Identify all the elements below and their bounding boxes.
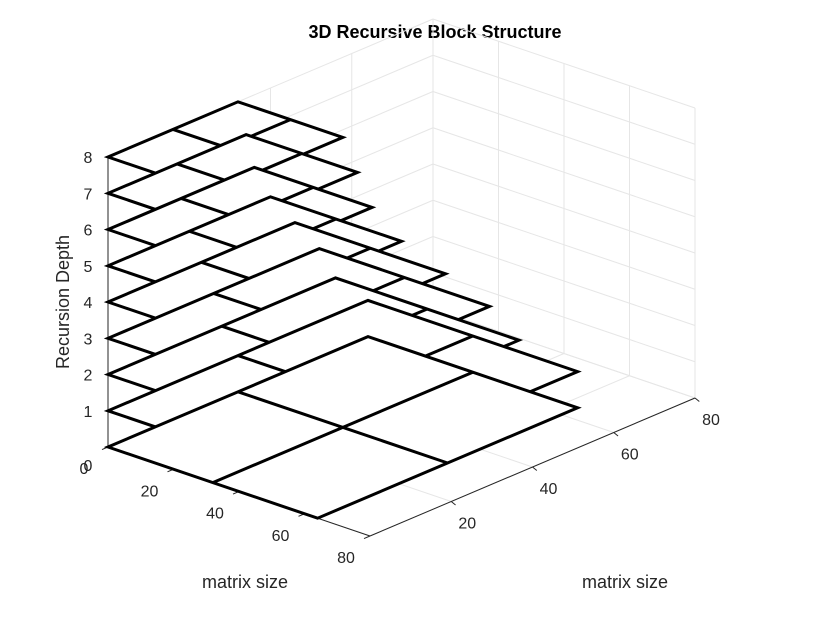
y-tick-mark bbox=[694, 397, 700, 402]
y-axis-label: matrix size bbox=[582, 572, 668, 592]
z-axis-label: Recursion Depth bbox=[53, 235, 73, 369]
z-tick-label: 0 bbox=[84, 458, 93, 475]
grid-line-right-z bbox=[432, 54, 696, 145]
z-tick-label: 3 bbox=[84, 331, 93, 348]
block-divider-y bbox=[237, 390, 449, 465]
x-tick-label: 40 bbox=[206, 506, 224, 523]
y-tick-label: 80 bbox=[702, 412, 720, 429]
x-tick-label: 80 bbox=[337, 550, 355, 567]
grid-line-right-z bbox=[432, 236, 696, 326]
y-tick-label: 20 bbox=[458, 516, 476, 533]
x-tick-mark bbox=[363, 535, 371, 540]
y-tick-mark bbox=[532, 466, 538, 471]
z-tick-label: 2 bbox=[84, 368, 93, 385]
grid-line-right-z bbox=[432, 272, 696, 363]
grid-line-right-z bbox=[432, 163, 696, 254]
grid-line-right-z bbox=[432, 18, 696, 109]
grid-line-right-z bbox=[432, 127, 696, 218]
y-tick-mark bbox=[450, 501, 456, 506]
y-tick-label: 60 bbox=[621, 447, 639, 464]
recursion-layers bbox=[103, 100, 582, 520]
y-tick-mark bbox=[613, 432, 619, 437]
z-tick-label: 5 bbox=[84, 259, 93, 276]
z-tick-label: 6 bbox=[84, 223, 93, 240]
x-tick-label: 60 bbox=[272, 528, 290, 545]
x-tick-label: 20 bbox=[141, 483, 159, 500]
y-tick-label: 40 bbox=[540, 481, 558, 498]
chart-title: 3D Recursive Block Structure bbox=[308, 22, 561, 42]
grid-line-right-z bbox=[432, 91, 696, 181]
x-axis-label: matrix size bbox=[202, 572, 288, 592]
layer-depth-0 bbox=[103, 334, 582, 520]
x-tick-label: 0 bbox=[80, 461, 89, 478]
grid-line-right-z bbox=[432, 308, 696, 399]
z-tick-label: 1 bbox=[84, 404, 93, 421]
tick-labels: 0 20 40 60 80 20 40 60 80 0 1 2 3 4 5 6 7 8 bbox=[80, 150, 720, 567]
z-tick-label: 7 bbox=[84, 186, 93, 203]
z-tick-label: 4 bbox=[84, 295, 93, 312]
grid-line-right-z bbox=[432, 199, 696, 290]
z-tick-label: 8 bbox=[84, 150, 93, 167]
